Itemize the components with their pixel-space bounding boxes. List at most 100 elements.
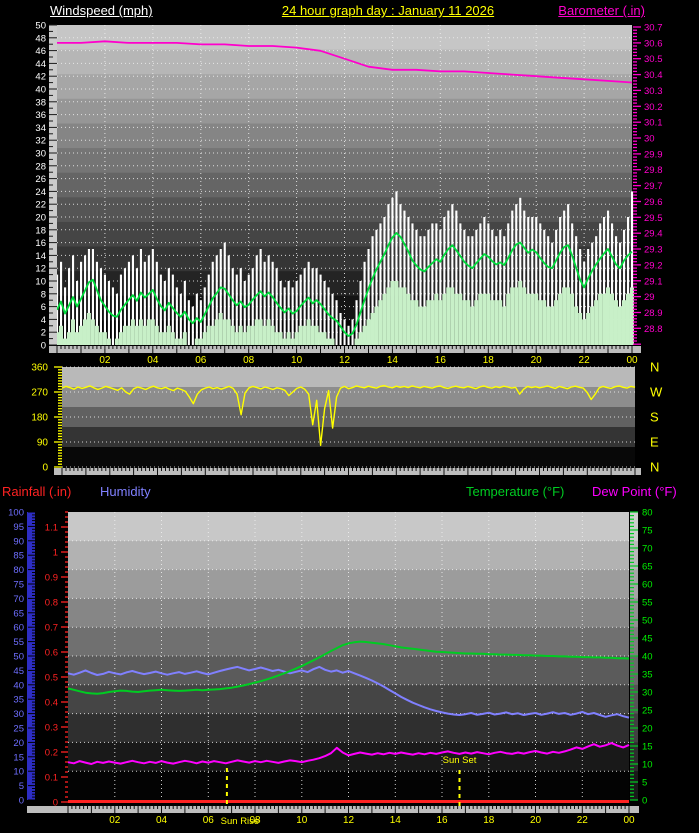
svg-text:180: 180 [31,413,48,424]
svg-text:44: 44 [35,59,46,70]
svg-text:95: 95 [13,522,24,533]
svg-text:42: 42 [35,72,46,83]
humidity-axis-title: Humidity [100,484,151,499]
temperature-line [67,640,630,695]
svg-text:16: 16 [436,815,448,826]
svg-text:50: 50 [35,21,46,32]
svg-text:29.7: 29.7 [644,181,663,192]
windspeed-axis-title: Windspeed (mph) [50,3,153,18]
svg-text:22: 22 [579,355,591,366]
svg-text:26: 26 [35,174,46,185]
svg-text:5: 5 [642,778,647,789]
svg-text:40: 40 [35,85,46,96]
svg-text:90: 90 [37,438,49,449]
svg-text:40: 40 [642,652,653,663]
rainfall-axis-labels: 1.1 1 0.9 0.8 0.7 0.6 0.5 0.4 0.3 0.2 0.1 0 [45,511,68,809]
svg-text:80: 80 [13,565,24,576]
svg-text:1.1: 1.1 [45,523,58,534]
svg-text:6: 6 [41,302,46,313]
svg-text:35: 35 [13,695,24,706]
svg-text:0: 0 [53,798,58,809]
svg-text:48: 48 [35,33,46,44]
humidity-line [67,665,630,719]
svg-text:29.5: 29.5 [644,213,663,224]
svg-text:30: 30 [642,688,653,699]
svg-text:04: 04 [147,355,159,366]
svg-text:38: 38 [35,97,46,108]
svg-text:12: 12 [343,815,355,826]
svg-text:0.3: 0.3 [45,723,58,734]
wind-lull-area [55,281,634,345]
svg-text:60: 60 [13,623,24,634]
svg-text:29.2: 29.2 [644,260,663,271]
svg-text:85: 85 [13,551,24,562]
svg-text:30: 30 [644,134,655,145]
svg-text:29: 29 [644,292,655,303]
windspeed-barometer-chart: 0246810121416182022242628303234363840424… [35,21,662,367]
barometer-axis-labels: 30.7 30.6 30.5 30.4 30.3 30.2 30.1 30 29.9 29.8 29… [633,23,663,345]
svg-text:16: 16 [35,238,46,249]
svg-text:50: 50 [642,616,653,627]
bottom-chart-time-labels: 02 04 06 08 10 12 14 16 18 20 22 00 [109,815,635,826]
svg-text:22: 22 [577,815,589,826]
svg-text:46: 46 [35,46,46,57]
temperature-axis-title: Temperature (°F) [466,484,565,499]
svg-text:30.4: 30.4 [644,70,663,81]
svg-text:E: E [650,435,659,450]
svg-text:06: 06 [203,815,215,826]
barometer-axis-title: Barometer (.in) [558,3,645,18]
svg-text:15: 15 [13,752,24,763]
svg-text:70: 70 [642,544,653,555]
svg-text:0: 0 [19,796,24,807]
svg-text:29.6: 29.6 [644,197,663,208]
svg-text:30.6: 30.6 [644,38,663,49]
svg-text:08: 08 [243,355,255,366]
svg-text:02: 02 [109,815,121,826]
svg-text:40: 40 [13,680,24,691]
svg-text:29.9: 29.9 [644,149,663,160]
gridlines [57,25,632,345]
windspeed-axis-labels: 0246810121416182022242628303234363840424… [35,21,46,352]
svg-text:75: 75 [642,526,653,537]
svg-text:20: 20 [13,738,24,749]
graph-title: 24 hour graph day : January 11 2026 [281,3,495,18]
svg-text:29.3: 29.3 [644,245,663,256]
svg-text:25: 25 [13,724,24,735]
svg-text:20: 20 [530,815,542,826]
top-chart-time-labels: 02 04 06 08 10 12 14 16 18 20 22 00 [99,355,638,366]
svg-text:70: 70 [13,594,24,605]
svg-text:30: 30 [13,709,24,720]
svg-text:30.7: 30.7 [644,23,663,34]
svg-text:S: S [650,410,659,425]
svg-text:10: 10 [35,277,46,288]
svg-text:45: 45 [642,634,653,645]
svg-text:45: 45 [13,666,24,677]
svg-text:12: 12 [35,264,46,275]
svg-text:29.1: 29.1 [644,276,663,287]
svg-text:90: 90 [13,536,24,547]
svg-text:8: 8 [41,289,46,300]
sun-set-label: Sun Set [443,755,477,766]
svg-text:4: 4 [41,315,46,326]
svg-text:N: N [650,460,659,475]
svg-text:00: 00 [623,815,635,826]
svg-text:0.8: 0.8 [45,598,58,609]
svg-text:10: 10 [296,815,308,826]
svg-text:0.6: 0.6 [45,648,58,659]
svg-text:0: 0 [42,463,48,474]
svg-text:12: 12 [339,355,351,366]
svg-text:20: 20 [531,355,543,366]
svg-text:34: 34 [35,123,46,134]
svg-text:06: 06 [195,355,207,366]
svg-text:N: N [650,360,659,375]
sun-annotations: Sun Rise Sun Set [221,755,477,827]
svg-text:20: 20 [35,213,46,224]
svg-text:0.2: 0.2 [45,748,58,759]
svg-text:10: 10 [291,355,303,366]
sun-rise-label: Sun Rise [221,816,260,827]
svg-text:14: 14 [387,355,399,366]
wind-direction-line [61,384,636,446]
svg-text:75: 75 [13,580,24,591]
svg-text:14: 14 [35,251,46,262]
svg-text:16: 16 [435,355,447,366]
